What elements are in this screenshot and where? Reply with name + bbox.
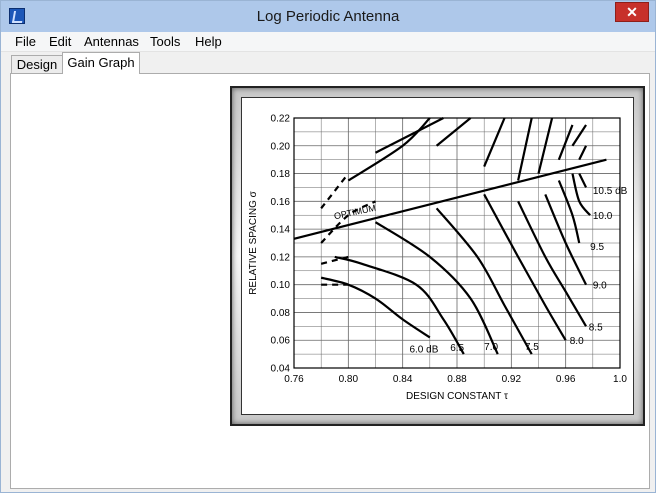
gain-curve <box>483 117 506 168</box>
x-tick-label: 1.0 <box>613 374 627 385</box>
tab-design[interactable]: Design <box>11 55 63 74</box>
gain-curve <box>320 276 431 339</box>
y-tick-label: 0.22 <box>271 114 291 125</box>
y-tick-label: 0.14 <box>271 225 291 236</box>
tab-strip: Design Gain Graph <box>1 52 655 74</box>
y-tick-label: 0.10 <box>271 280 291 291</box>
curve-label: 6.5 <box>450 343 464 354</box>
title-bar[interactable]: Log Periodic Antenna ✕ <box>1 1 655 32</box>
curve-label: 8.5 <box>589 322 603 333</box>
y-tick-label: 0.16 <box>271 197 291 208</box>
menu-bar: File Edit Antennas Tools Help <box>1 32 655 52</box>
gain-curve <box>557 180 581 244</box>
menu-help[interactable]: Help <box>195 34 222 49</box>
x-tick-label: 0.92 <box>502 374 522 385</box>
y-tick-label: 0.04 <box>271 364 291 375</box>
y-tick-label: 0.08 <box>271 308 291 319</box>
plot-border <box>293 117 621 369</box>
curve-label: 10.0 <box>593 211 613 222</box>
y-tick-label: 0.12 <box>271 252 291 263</box>
graph-picture-frame: 0.76 0.80 0.84 0.88 0.92 0.96 1.0 0.04 0.06 0.08 0… <box>230 86 645 426</box>
curve-label: 9.0 <box>593 281 607 292</box>
gain-curve <box>557 124 574 161</box>
graph-picture: 0.76 0.80 0.84 0.88 0.92 0.96 1.0 0.04 0.06 0.08 0… <box>241 97 634 415</box>
gain-curve-dashed <box>320 200 377 244</box>
gain-curve <box>571 173 591 216</box>
gain-curve-dashed <box>320 172 350 209</box>
menu-tools[interactable]: Tools <box>150 34 181 49</box>
x-tick-label: 0.80 <box>339 374 359 385</box>
gain-curve <box>544 193 588 286</box>
gain-curve <box>347 117 431 182</box>
antenna-app-icon[interactable] <box>9 8 25 24</box>
gain-chart: 0.76 0.80 0.84 0.88 0.92 0.96 1.0 0.04 0.06 0.08 0… <box>248 114 628 403</box>
window-title: Log Periodic Antenna <box>256 8 400 25</box>
x-tick-label: 0.84 <box>393 374 413 385</box>
x-tick-label: 0.76 <box>284 374 304 385</box>
gain-curve <box>435 207 533 355</box>
y-tick-label: 0.06 <box>271 336 291 347</box>
gain-curve <box>571 124 587 147</box>
gain-curve <box>374 221 499 355</box>
curve-label: 8.0 <box>570 336 584 347</box>
gain-curve-dashed <box>320 255 349 265</box>
close-button[interactable]: ✕ <box>615 2 649 22</box>
menu-antennas[interactable]: Antennas <box>84 34 139 49</box>
gain-curve <box>578 145 588 161</box>
curve-label: 7.5 <box>525 342 539 353</box>
y-tick-label: 0.18 <box>271 169 291 180</box>
tab-gain-graph[interactable]: Gain Graph <box>62 52 140 74</box>
x-tick-label: 0.96 <box>556 374 576 385</box>
gain-curve <box>374 117 444 154</box>
gain-curve <box>517 200 587 327</box>
menu-file[interactable]: File <box>15 34 36 49</box>
menu-edit[interactable]: Edit <box>49 34 72 49</box>
curve-label: 6.0 dB <box>409 345 438 356</box>
gain-curve <box>483 193 567 341</box>
curve-label: 9.5 <box>590 242 604 253</box>
y-tick-label: 0.20 <box>271 141 291 152</box>
gain-curve <box>435 117 472 147</box>
gain-curve <box>334 255 465 355</box>
y-axis-label: RELATIVE SPACING σ <box>248 190 259 294</box>
x-tick-label: 0.88 <box>447 374 467 385</box>
optimum-line <box>293 158 607 240</box>
gain-curve <box>517 117 533 181</box>
curve-label: 7.0 <box>484 342 498 353</box>
gain-curve <box>578 173 588 188</box>
x-axis-label: DESIGN CONSTANT τ <box>406 391 508 402</box>
gain-graph-panel: 0.76 0.80 0.84 0.88 0.92 0.96 1.0 0.04 0.06 0.08 0… <box>10 73 650 489</box>
curve-label: 10.5 dB <box>593 186 628 197</box>
gain-curve <box>537 117 554 174</box>
